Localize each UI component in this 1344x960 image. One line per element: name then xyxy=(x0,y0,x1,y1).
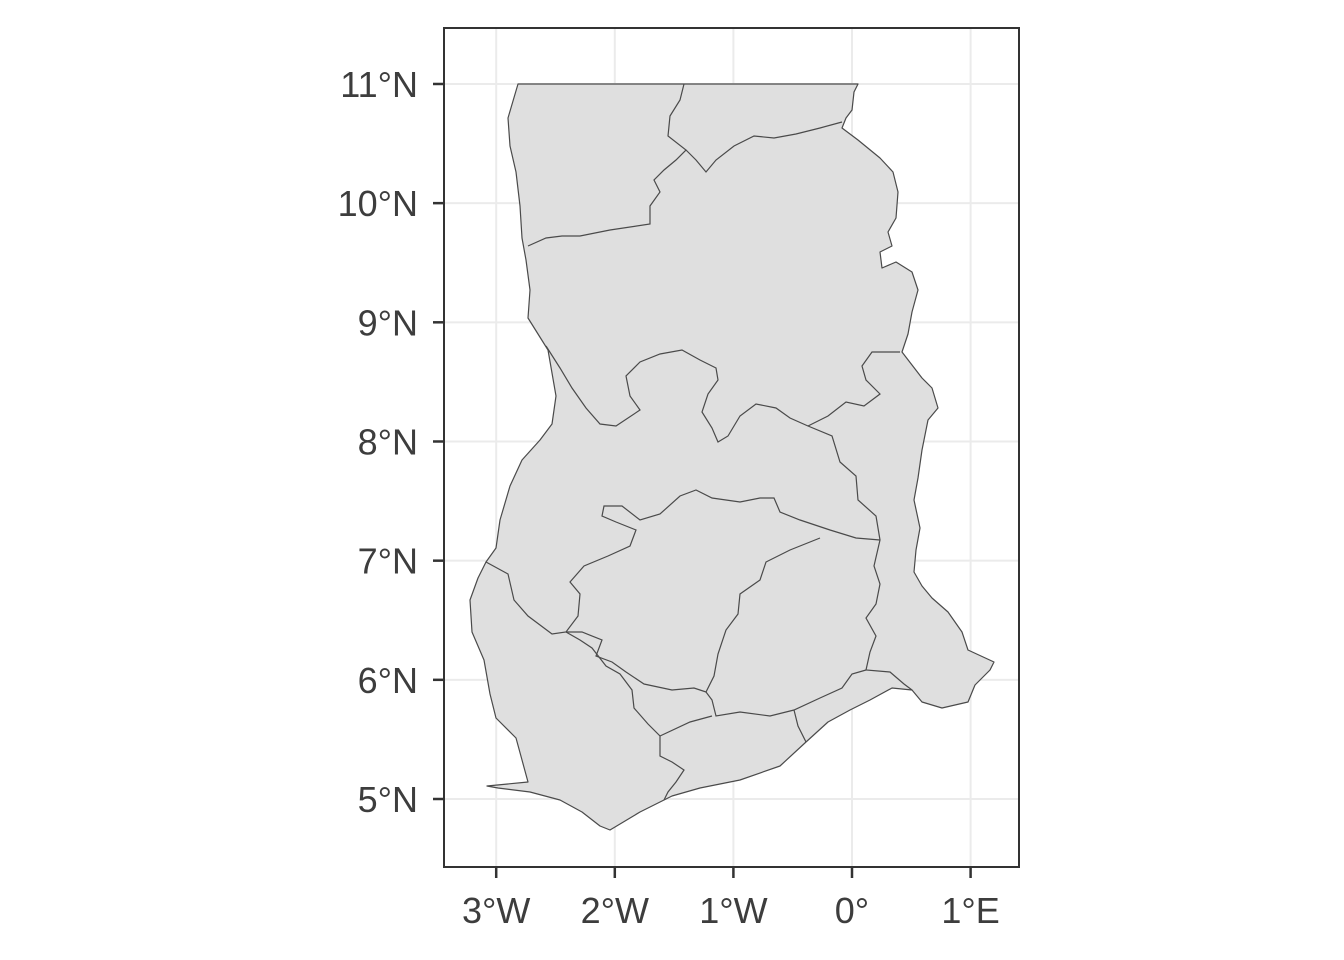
y-tick-label: 8°N xyxy=(358,421,418,462)
region-boundary-western-central xyxy=(565,631,685,801)
region-boundary-volta-west xyxy=(807,425,913,691)
country-outline xyxy=(469,83,995,831)
x-tick-label: 0° xyxy=(835,890,869,931)
y-tick-label: 5°N xyxy=(358,779,418,820)
y-tick-label: 7°N xyxy=(358,541,418,582)
region-boundary-northern-south xyxy=(545,345,900,443)
map-regions xyxy=(469,83,995,831)
x-tick-label: 3°W xyxy=(462,890,530,931)
region-boundary-upper-east-northern xyxy=(685,121,843,173)
region-boundary-brong-ahafo-ashanti xyxy=(485,489,881,635)
y-tick-label: 10°N xyxy=(338,183,418,224)
y-axis: 5°N 6°N 7°N 8°N 9°N 10°N 11°N xyxy=(338,64,444,820)
y-tick-label: 9°N xyxy=(358,302,418,343)
x-axis: 3°W 2°W 1°W 0° 1°E xyxy=(462,867,1000,931)
region-boundary-upper-west-upper-east xyxy=(527,83,687,247)
y-tick-label: 6°N xyxy=(358,660,418,701)
region-boundary-central-greater-accra xyxy=(793,709,807,743)
x-tick-label: 1°W xyxy=(699,890,767,931)
panel-border xyxy=(443,27,1020,868)
y-tick-label: 11°N xyxy=(340,64,418,105)
region-boundary-eastern-central xyxy=(705,669,867,717)
x-tick-label: 1°E xyxy=(941,890,999,931)
x-tick-label: 2°W xyxy=(581,890,649,931)
region-boundary-central-inner xyxy=(659,715,713,737)
